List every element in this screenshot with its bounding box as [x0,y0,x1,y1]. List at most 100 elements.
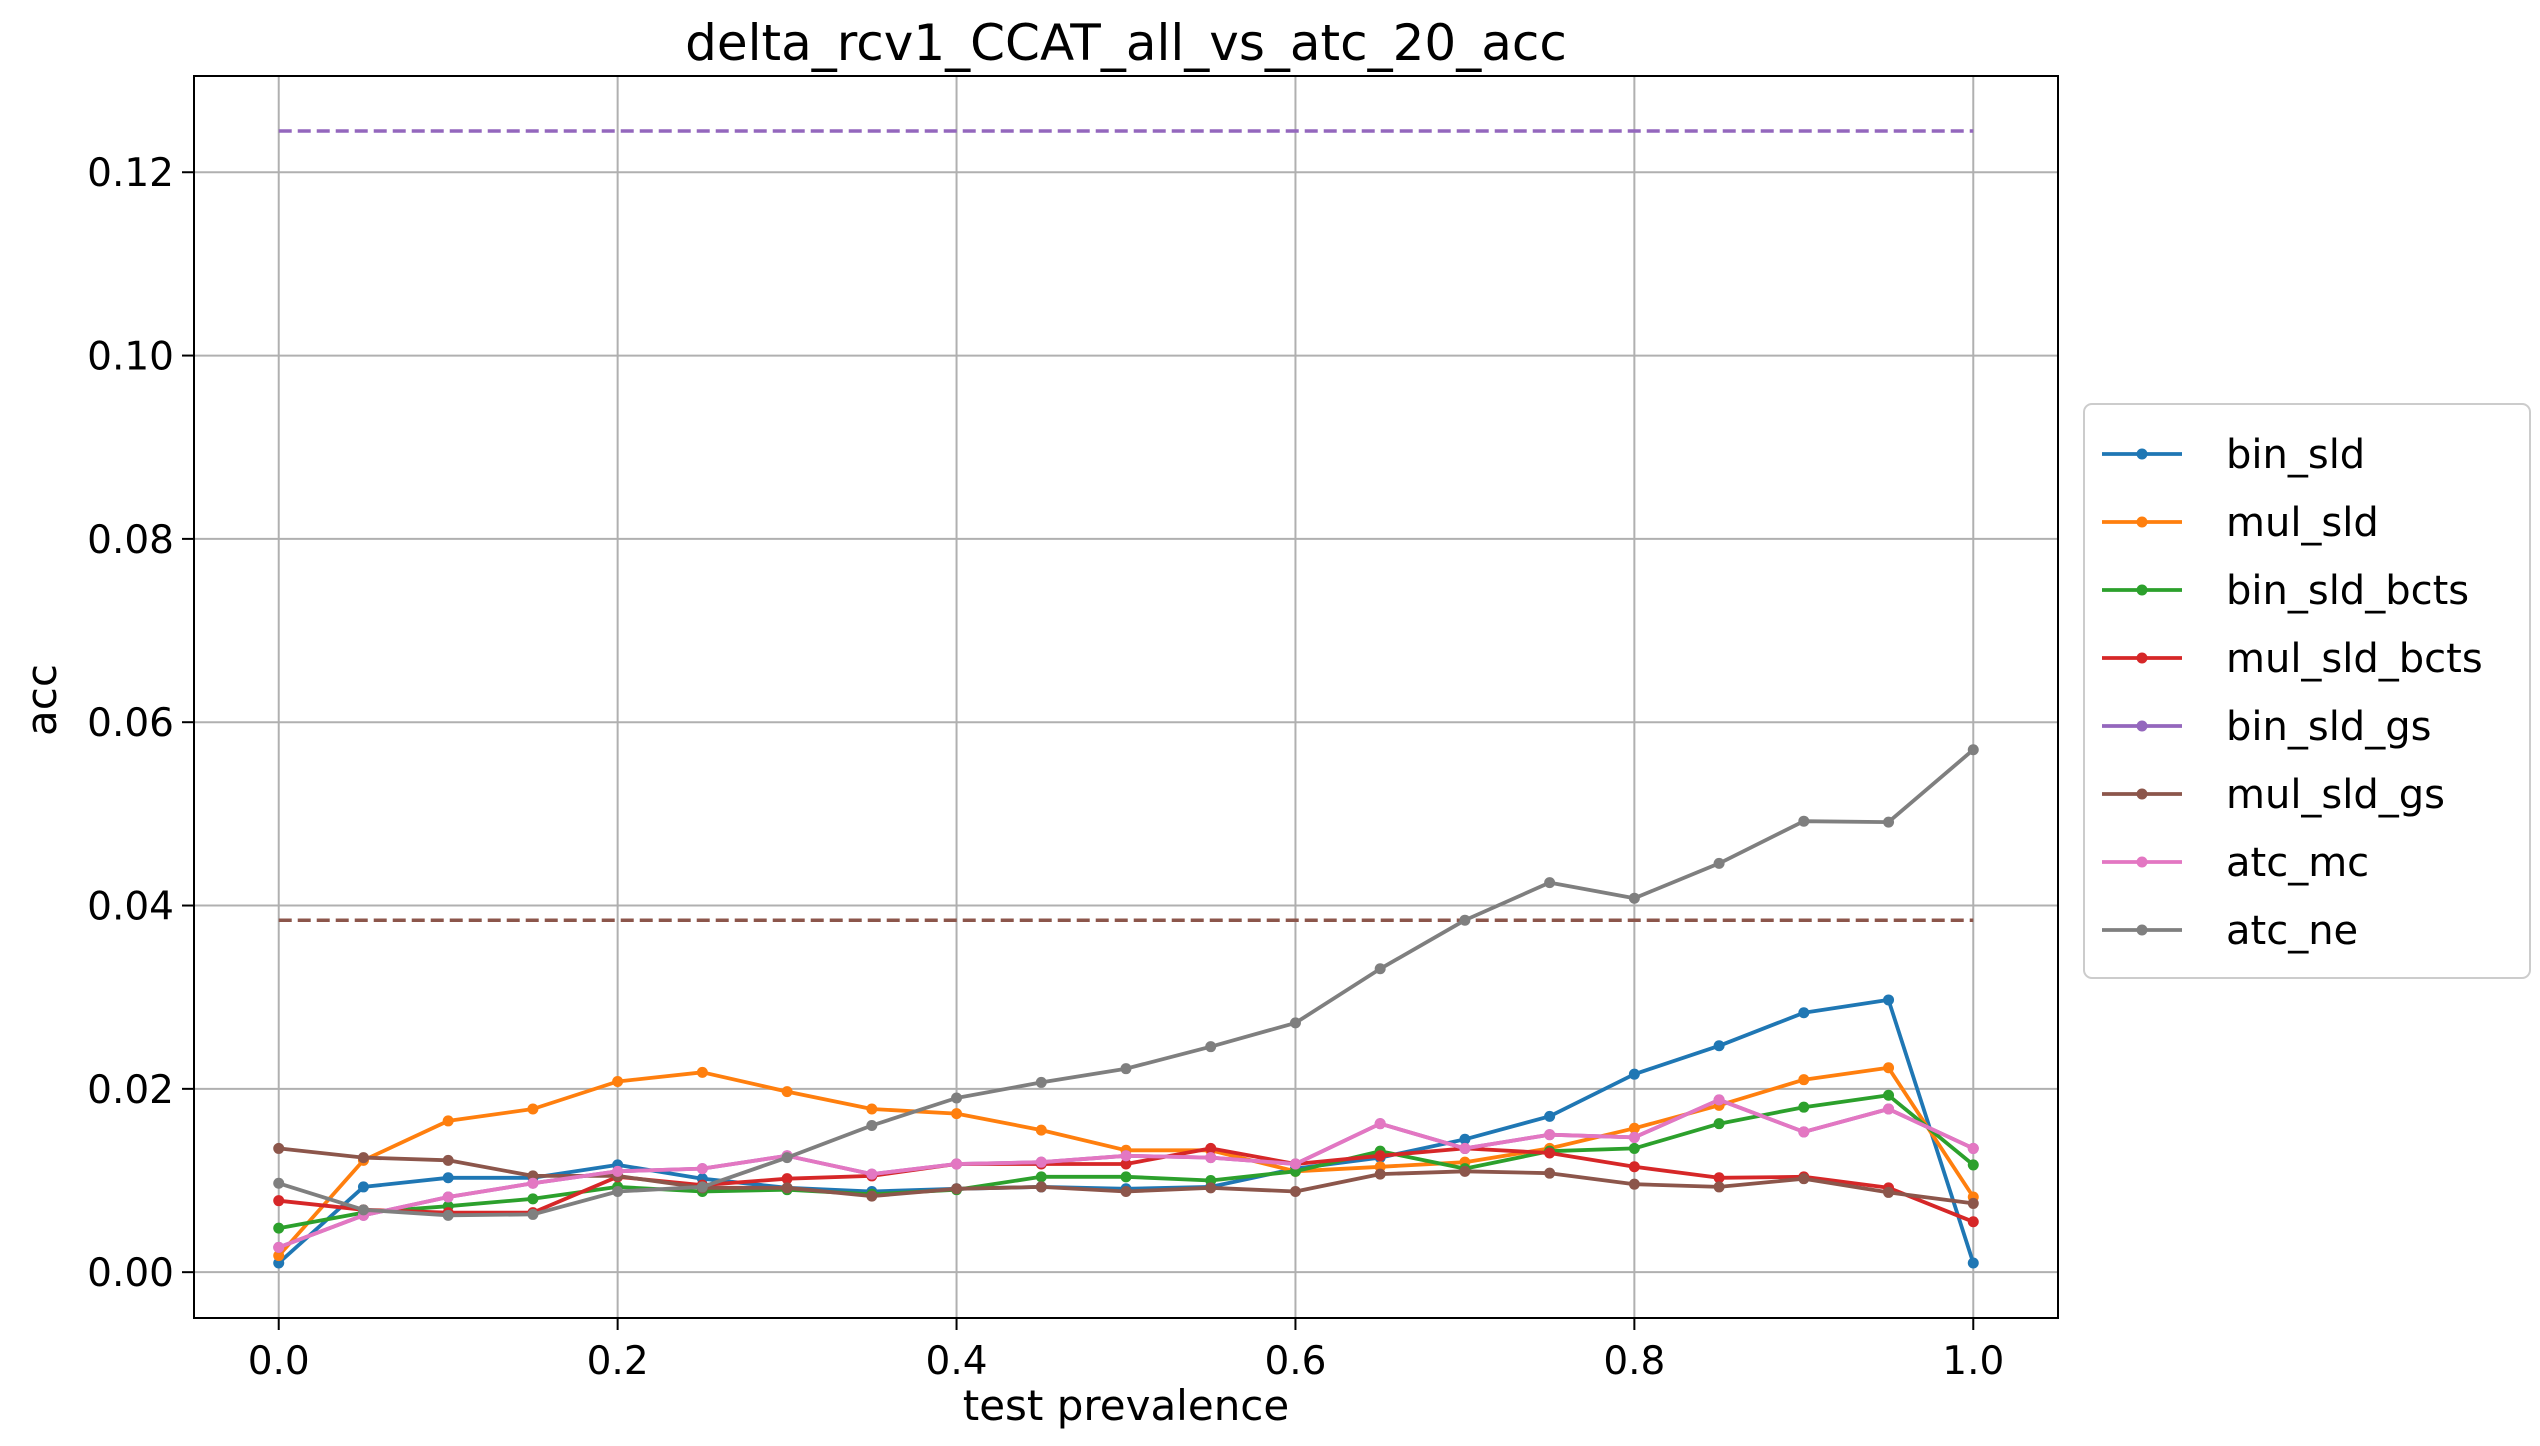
data-point [442,1172,454,1184]
data-point [1883,1186,1895,1198]
data-point [1205,1041,1217,1053]
data-point [1883,1062,1895,1074]
data-point [1459,1133,1471,1145]
data-point [357,1181,369,1193]
legend-item: bin_sld_gs [2102,704,2431,750]
y-axis-ticks: 0.00 0.02 0.04 0.06 0.08 0.10 0.12 [87,151,194,1296]
data-point [1120,1186,1132,1198]
legend-label: bin_sld [2226,432,2365,478]
data-point [1967,1159,1979,1171]
legend-swatch-marker [2136,924,2148,936]
data-point [273,1195,285,1207]
data-point [273,1177,285,1189]
x-axis-label: test prevalence [963,1381,1290,1430]
data-point [1967,1216,1979,1228]
legend-swatch-marker [2136,652,2148,664]
data-point [1713,1181,1725,1193]
data-point [1713,857,1725,869]
x-tick-label: 0.0 [248,1339,310,1384]
data-point [1459,914,1471,926]
plot-frame [193,75,2059,1319]
legend-label: atc_ne [2226,908,2358,954]
data-point [273,1241,285,1253]
data-point [1883,994,1895,1006]
legend-item: bin_sld [2102,432,2365,478]
data-point [1713,1118,1725,1130]
data-point [1628,1178,1640,1190]
x-tick-label: 0.6 [1264,1339,1326,1384]
data-point [866,1190,878,1202]
legend-item: atc_mc [2102,840,2369,886]
legend-item: mul_sld [2102,500,2379,546]
data-point [1967,744,1979,756]
series-line [276,998,1976,1265]
data-point [951,1158,963,1170]
data-point [781,1173,793,1185]
x-tick-label: 0.2 [587,1339,649,1384]
legend-swatch-marker [2136,448,2148,460]
data-point [1035,1156,1047,1168]
data-point [273,1250,285,1262]
data-point [1628,1131,1640,1143]
data-point [1798,815,1810,827]
legend-swatch-marker [2136,720,2148,732]
data-point [1374,1118,1386,1130]
x-tick-label: 0.8 [1603,1339,1665,1384]
legend-label: bin_sld_gs [2226,704,2431,750]
data-point [781,1152,793,1164]
data-point [1798,1126,1810,1138]
data-point [612,1076,624,1088]
data-point [1205,1142,1217,1154]
y-tick-label: 0.04 [87,885,174,930]
data-point [781,1182,793,1194]
data-point [1289,1158,1301,1170]
data-point [1883,1103,1895,1115]
legend-swatch-marker [2136,516,2148,528]
series-bin-sld [273,994,1979,1269]
y-tick-label: 0.06 [87,701,174,746]
data-point [1544,877,1556,889]
data-point [1035,1181,1047,1193]
data-point [1120,1171,1132,1183]
data-point [1798,1101,1810,1113]
data-point [1713,1040,1725,1052]
data-point [1628,1142,1640,1154]
data-point [357,1204,369,1216]
data-point [1628,1122,1640,1134]
y-tick-label: 0.12 [87,151,174,196]
data-point [612,1165,624,1177]
data-point [781,1086,793,1098]
y-tick-label: 0.02 [87,1068,174,1113]
data-point [696,1163,708,1175]
data-point [951,1108,963,1120]
legend-label: atc_mc [2226,840,2369,886]
data-point [1120,1158,1132,1170]
data-point [442,1209,454,1221]
data-point [442,1191,454,1203]
data-point [612,1186,624,1198]
legend-label: mul_sld_gs [2226,772,2445,818]
data-point [1544,1129,1556,1141]
data-point [1883,816,1895,828]
data-point [1967,1142,1979,1154]
series-atc-ne [273,744,1979,1221]
data-point [1883,1089,1895,1101]
data-point [527,1193,539,1205]
series-atc-mc [273,1094,1979,1253]
reference-lines [278,129,1974,922]
data-point [1798,1007,1810,1019]
legend-label: mul_sld_bcts [2226,636,2483,682]
chart-title: delta_rcv1_CCAT_all_vs_atc_20_acc [685,14,1567,72]
legend-swatch-marker [2136,856,2148,868]
data-point [866,1103,878,1115]
data-point [696,1066,708,1078]
legend: bin_sld mul_sld bin_sld_bcts mul_sld_bctsbi… [2083,403,2531,979]
data-point [1374,1168,1386,1180]
data-point [1120,1150,1132,1162]
data-point [696,1181,708,1193]
data-point [357,1152,369,1164]
data-point [442,1115,454,1127]
data-point [1628,1068,1640,1080]
